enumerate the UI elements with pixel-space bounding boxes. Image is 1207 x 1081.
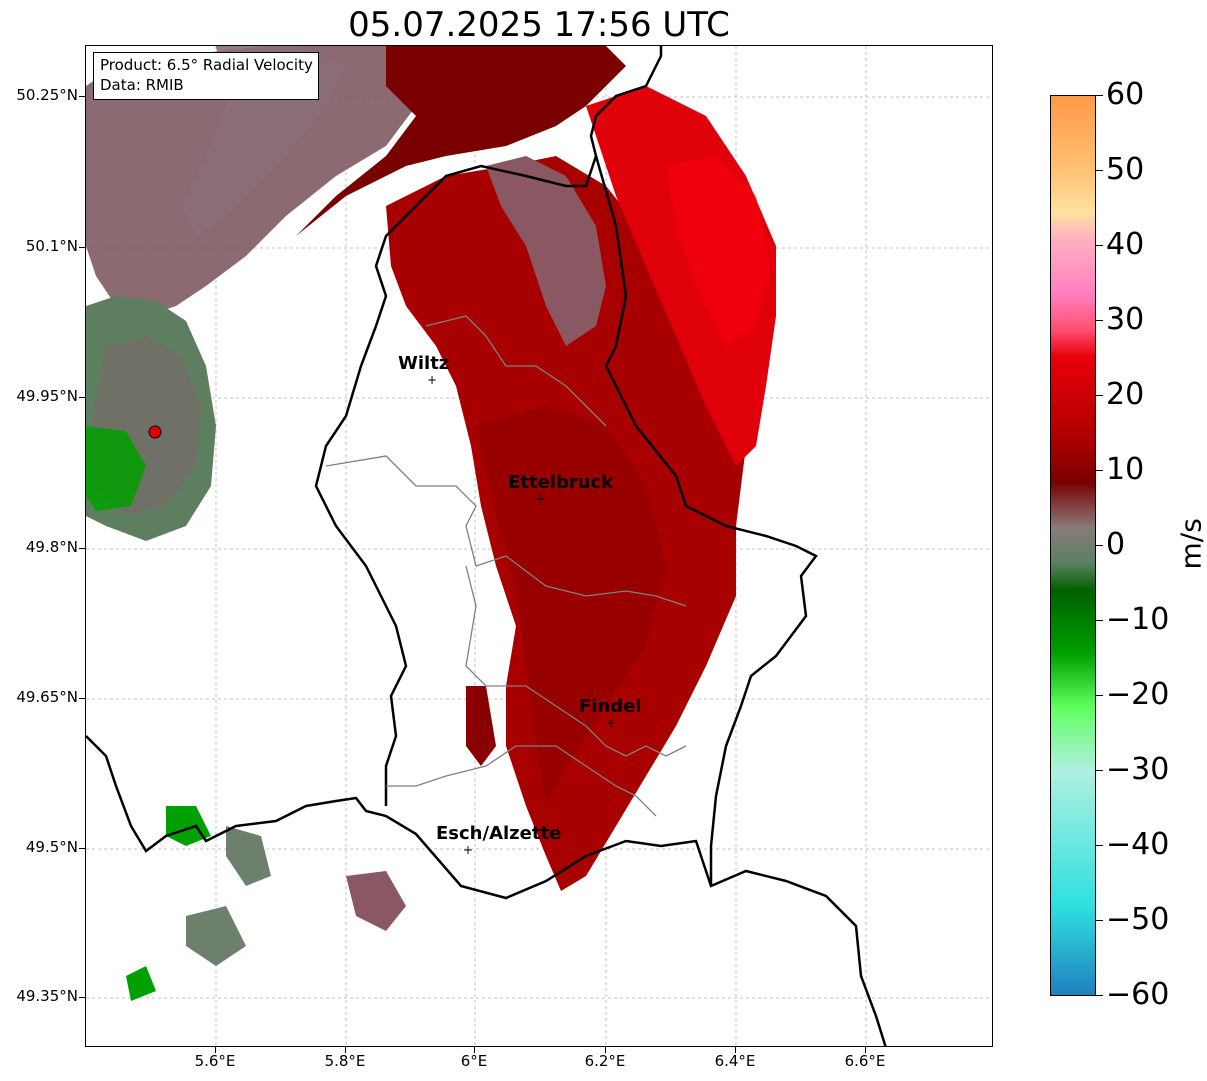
lon-tick <box>735 1047 736 1053</box>
lat-label-49-8: 49.8°N <box>25 538 78 556</box>
lon-tick <box>215 1047 216 1053</box>
city-label-esch-alzette: Esch/Alzette <box>436 823 561 844</box>
radar-map[interactable]: Wiltz + Ettelbruck + Findel + Esch/Alzet… <box>85 45 993 1047</box>
cb-label-minus-50: −50 <box>1106 902 1170 937</box>
lat-tick <box>79 997 85 998</box>
city-marker-esch-alzette: + <box>463 843 473 857</box>
cb-tick <box>1096 170 1103 171</box>
cb-label-50: 50 <box>1106 152 1145 187</box>
lon-tick <box>474 1047 475 1053</box>
lat-label-49-95: 49.95°N <box>16 387 78 405</box>
city-marker-wiltz: + <box>427 373 437 387</box>
city-label-ettelbruck: Ettelbruck <box>508 472 614 493</box>
lon-tick <box>605 1047 606 1053</box>
lat-label-49-35: 49.35°N <box>16 987 78 1005</box>
lon-label-6-2: 6.2°E <box>584 1052 626 1070</box>
lat-tick <box>79 247 85 248</box>
country-borders <box>86 46 887 1046</box>
product-label: Product: 6.5° Radial Velocity <box>100 56 313 74</box>
city-label-findel: Findel <box>579 696 642 717</box>
lat-tick <box>79 848 85 849</box>
lon-label-6: 6°E <box>460 1052 488 1070</box>
cb-label-minus-20: −20 <box>1106 677 1170 712</box>
cb-label-minus-30: −30 <box>1106 752 1170 787</box>
district-borders <box>325 315 687 817</box>
cb-tick <box>1096 395 1103 396</box>
cb-tick <box>1096 920 1103 921</box>
cb-tick <box>1096 470 1103 471</box>
cb-tick <box>1096 545 1103 546</box>
city-markers: Wiltz + Ettelbruck + Findel + Esch/Alzet… <box>398 353 642 857</box>
map-title: 05.07.2025 17:56 UTC <box>348 5 730 45</box>
cb-label-minus-10: −10 <box>1106 602 1170 637</box>
cb-label-minus-60: −60 <box>1106 977 1170 1012</box>
radar-echoes <box>86 46 776 1001</box>
city-label-wiltz: Wiltz <box>398 353 449 374</box>
data-source-label: Data: RMIB <box>100 76 184 94</box>
cb-tick <box>1096 845 1103 846</box>
cb-label-0: 0 <box>1106 527 1126 562</box>
cb-tick <box>1096 620 1103 621</box>
lat-label-50-1: 50.1°N <box>25 237 78 255</box>
lat-label-50-25: 50.25°N <box>16 86 78 104</box>
cb-tick <box>1096 320 1103 321</box>
lon-tick <box>345 1047 346 1053</box>
cb-label-60: 60 <box>1106 77 1145 112</box>
cb-label-20: 20 <box>1106 377 1145 412</box>
lat-label-49-5: 49.5°N <box>25 838 78 856</box>
lon-label-5-8: 5.8°E <box>324 1052 366 1070</box>
cb-tick <box>1096 770 1103 771</box>
lat-tick <box>79 397 85 398</box>
lat-label-49-65: 49.65°N <box>16 688 78 706</box>
lat-tick <box>79 96 85 97</box>
lon-tick <box>865 1047 866 1053</box>
cb-label-30: 30 <box>1106 302 1145 337</box>
product-info-box: Product: 6.5° Radial Velocity Data: RMIB <box>93 52 319 100</box>
lon-label-6-6: 6.6°E <box>844 1052 886 1070</box>
colorbar-unit: m/s <box>1174 518 1207 570</box>
cb-label-minus-40: −40 <box>1106 827 1170 862</box>
cb-label-10: 10 <box>1106 452 1145 487</box>
cb-label-40: 40 <box>1106 227 1145 262</box>
cb-tick <box>1096 245 1103 246</box>
lat-tick <box>79 698 85 699</box>
city-marker-findel: + <box>606 716 616 730</box>
cb-tick <box>1096 95 1103 96</box>
radar-site-marker <box>148 425 162 439</box>
city-marker-ettelbruck: + <box>535 492 545 506</box>
lat-tick <box>79 548 85 549</box>
cb-tick <box>1096 695 1103 696</box>
velocity-colorbar <box>1050 95 1096 996</box>
lon-label-5-6: 5.6°E <box>194 1052 236 1070</box>
radar-map-canvas: Wiltz + Ettelbruck + Findel + Esch/Alzet… <box>86 46 992 1046</box>
lon-label-6-4: 6.4°E <box>714 1052 756 1070</box>
cb-tick <box>1096 995 1103 996</box>
